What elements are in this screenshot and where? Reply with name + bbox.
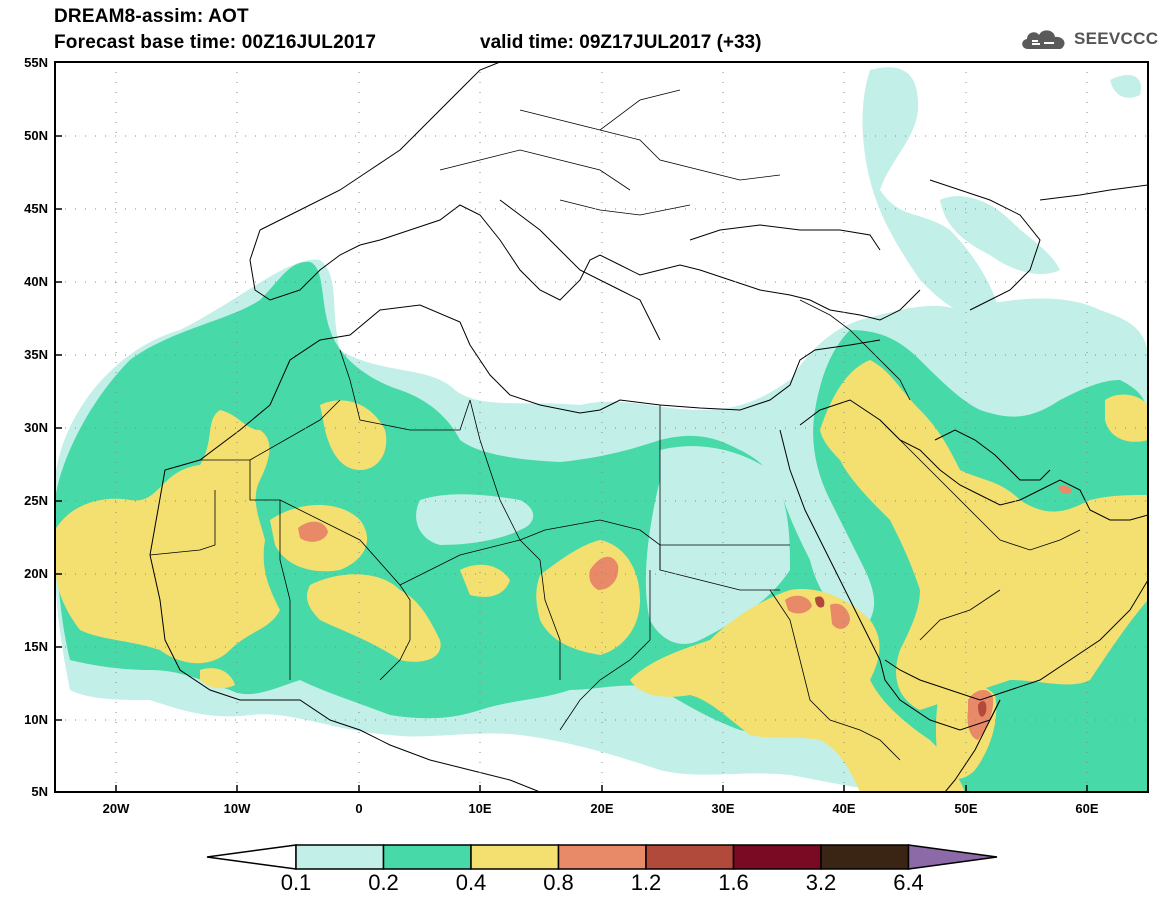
lat-label-30n: 30N — [24, 420, 48, 435]
aot-field — [55, 62, 1148, 792]
lat-label-5n: 5N — [31, 784, 48, 799]
lat-label-20n: 20N — [24, 566, 48, 581]
aot-band-1.2 — [815, 596, 987, 717]
colorbar-label-3.2: 3.2 — [805, 870, 837, 895]
lat-label-45n: 45N — [24, 201, 48, 216]
lat-label-15n: 15N — [24, 639, 48, 654]
graticule — [55, 62, 1148, 792]
lat-label-55n: 55N — [24, 55, 48, 70]
lat-label-10n: 10N — [24, 712, 48, 727]
lat-label-35n: 35N — [24, 347, 48, 362]
lat-label-40n: 40N — [24, 274, 48, 289]
base-time-label: Forecast base time: 00Z16JUL2017 — [54, 32, 377, 53]
colorbar-label-1.2: 1.2 — [630, 870, 662, 895]
lon-label-60e: 60E — [1075, 801, 1099, 816]
colorbar-label-0.8: 0.8 — [543, 870, 574, 895]
colorbar-label-0.1: 0.1 — [280, 870, 312, 895]
colorbar-label-1.6: 1.6 — [718, 870, 749, 895]
logo-text: SEEVCCC — [1074, 29, 1159, 48]
valid-time-label: valid time: 09Z17JUL2017 (+33) — [480, 32, 762, 53]
axis-ticks — [55, 61, 1088, 792]
lon-label-10w: 10W — [223, 801, 251, 816]
lon-label-30e: 30E — [711, 801, 735, 816]
chart-title: DREAM8-assim: AOT — [54, 6, 249, 27]
colorbar-label-0.4: 0.4 — [455, 870, 487, 895]
cloud-icon — [1022, 30, 1065, 49]
colorbar-label-0.2: 0.2 — [368, 870, 399, 895]
country-borders — [149, 89, 1081, 761]
lon-label-20e: 20E — [590, 801, 614, 816]
lat-label-50n: 50N — [24, 128, 48, 143]
lon-label-0: 0 — [355, 801, 363, 816]
lon-label-40e: 40E — [832, 801, 856, 816]
lon-label-20w: 20W — [102, 801, 130, 816]
colorbar-label-6.4: 6.4 — [893, 870, 924, 895]
lat-label-25n: 25N — [24, 493, 48, 508]
lon-label-10e: 10E — [468, 801, 492, 816]
seevccc-logo: SEEVCCC — [1018, 24, 1158, 54]
coastlines — [149, 62, 1148, 792]
lon-label-50e: 50E — [954, 801, 978, 816]
